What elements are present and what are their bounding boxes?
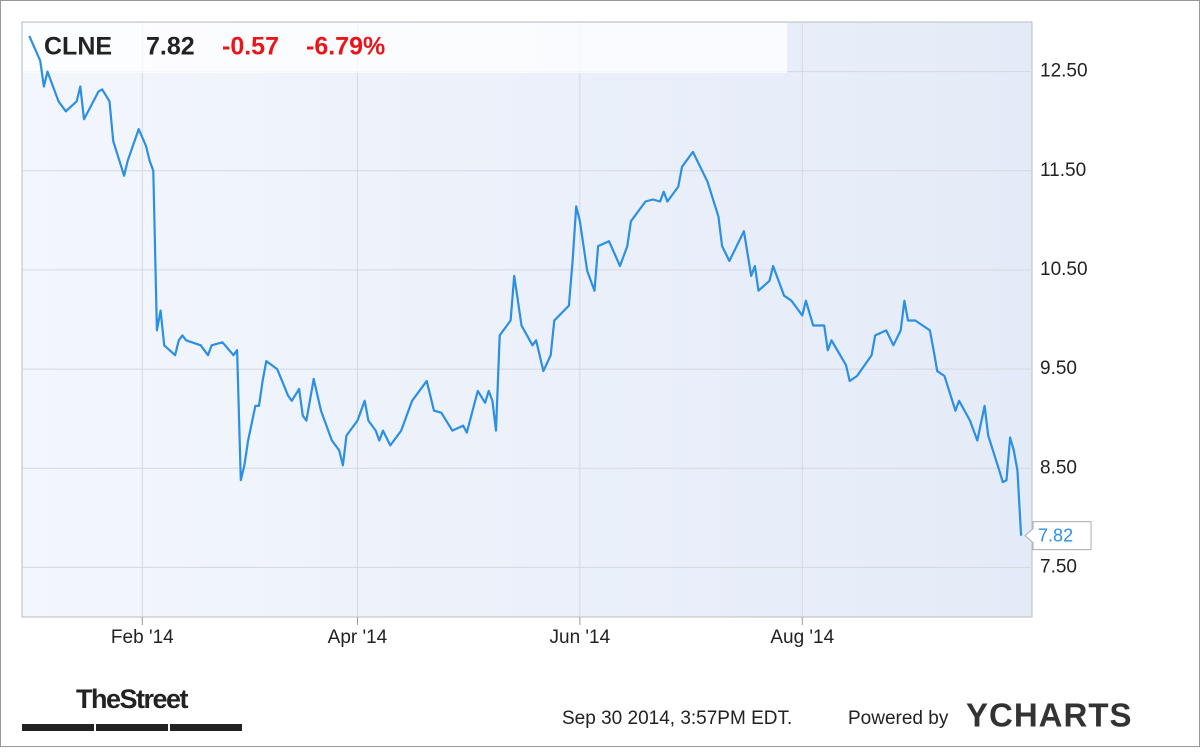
change: -0.57 <box>222 33 279 61</box>
y-tick-label: 11.50 <box>1040 160 1086 181</box>
last-value-callout <box>1024 521 1092 551</box>
plot-area <box>21 21 1033 618</box>
y-tick-label: 8.50 <box>1040 457 1077 478</box>
price-line <box>28 35 1023 536</box>
price: 7.82 <box>146 33 195 61</box>
x-tick-label: Feb '14 <box>111 627 174 648</box>
x-tick-label: Apr '14 <box>328 627 388 648</box>
powered-by: Powered by <box>848 708 949 729</box>
y-tick-label: 12.50 <box>1040 61 1088 82</box>
last-value-label: 7.82 <box>1038 525 1073 545</box>
y-tick-label: 7.50 <box>1040 556 1077 577</box>
y-tick-label: 9.50 <box>1040 358 1077 379</box>
x-tick-label: Aug '14 <box>770 627 834 648</box>
x-tick-label: Jun '14 <box>550 627 611 648</box>
ticker: CLNE <box>44 33 112 61</box>
logo-bar <box>170 724 242 731</box>
change-percent: -6.79% <box>306 33 385 61</box>
logo-bar <box>22 724 94 731</box>
logo-bar <box>96 724 168 731</box>
brand-logo: YCHARTS <box>966 697 1133 734</box>
y-tick-label: 10.50 <box>1040 259 1088 280</box>
source-logo: TheStreet <box>76 684 189 714</box>
timestamp: Sep 30 2014, 3:57PM EDT. <box>562 708 792 729</box>
header-box <box>23 23 787 73</box>
